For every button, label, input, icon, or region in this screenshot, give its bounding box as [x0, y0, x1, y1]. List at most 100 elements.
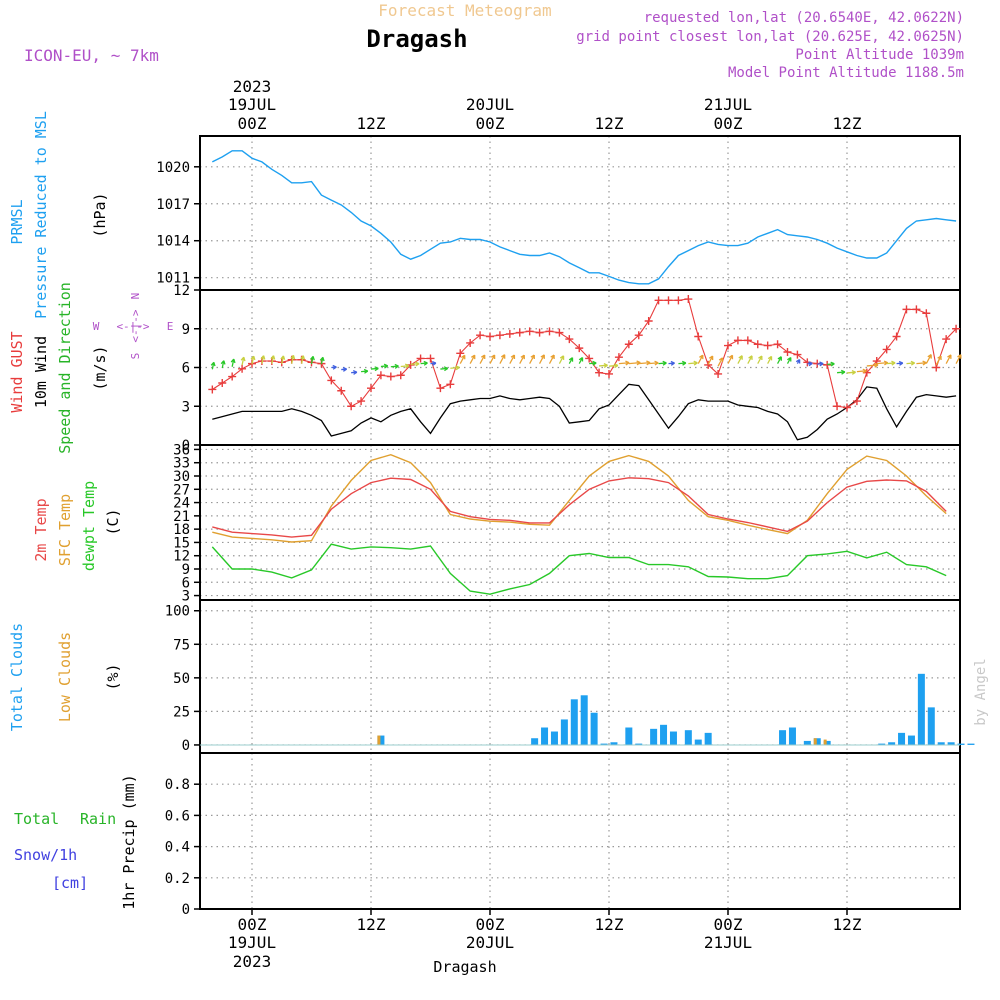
total-clouds-label: Total Clouds: [8, 623, 26, 731]
gust-marker: [763, 341, 772, 350]
top-day-label: 21JUL: [704, 95, 752, 114]
wind-arrow-head: [394, 363, 399, 369]
wind-arrow-head: [210, 361, 216, 367]
wind-arrow-shaft: [767, 356, 773, 364]
wind-arrow-head: [693, 360, 698, 366]
gust-label: Wind GUST: [8, 331, 26, 412]
wind-arrow-head: [443, 366, 449, 372]
pressure-line: [211, 150, 957, 285]
gust-marker: [902, 305, 911, 314]
gust-marker: [515, 328, 524, 337]
wind-arrow-head: [670, 360, 675, 366]
temperature-ytick-label: 33: [173, 456, 190, 472]
wind-arrow-shaft: [747, 355, 753, 364]
wind-arrow: [459, 354, 466, 364]
wind-arrow: [210, 361, 216, 370]
dewpt-line: [211, 543, 947, 595]
bottom-time-label: 00Z: [714, 915, 743, 934]
total-cloud-bar: [907, 735, 915, 745]
wind-arrow-shaft: [291, 355, 295, 364]
wind-arrow: [668, 360, 675, 366]
wind-arrow-shaft: [469, 354, 476, 364]
wind-arrow-head: [319, 356, 325, 362]
wind-arrow: [886, 360, 896, 366]
wind-arrow: [548, 354, 555, 364]
wind-arrow-shaft: [856, 370, 867, 373]
pressure-ytick-label: 1011: [156, 271, 190, 287]
wind-arrow-head: [455, 365, 460, 371]
wind10m-label: 10m Wind: [32, 336, 50, 408]
gust-marker: [416, 354, 425, 363]
wind-arrow-shaft: [499, 354, 506, 364]
wind-arrow-head: [352, 369, 358, 375]
wind-arrow-head: [840, 369, 846, 375]
wind-arrow: [906, 360, 915, 366]
wind-arrow: [767, 355, 773, 364]
bottom-time-label: 12Z: [357, 915, 386, 934]
top-time-label: 00Z: [714, 114, 743, 133]
gust-marker: [327, 376, 336, 385]
top-time-label: 12Z: [833, 114, 862, 133]
total-cloud-bar: [813, 738, 821, 745]
wind-arrow-shaft: [688, 362, 698, 365]
wind-arrow: [479, 354, 486, 364]
wind-arrow-shaft: [618, 362, 630, 365]
wind-ytick-label: 9: [182, 322, 190, 338]
precip-ytick-label: 0.6: [165, 808, 190, 824]
wind-ytick-label: 12: [173, 283, 190, 299]
total-cloud-bar: [888, 742, 896, 745]
wind-arrow: [727, 354, 734, 364]
wind-arrow-head: [728, 354, 734, 360]
clouds-ytick-label: 0: [182, 738, 190, 754]
wind-arrow: [618, 360, 630, 366]
wind-arrow: [747, 355, 753, 364]
wind-arrow-head: [342, 366, 348, 372]
gust-marker: [624, 340, 633, 349]
wind-arrow-head: [927, 354, 932, 359]
wind-arrow-head: [480, 354, 486, 360]
total-cloud-bar: [660, 724, 668, 745]
wind-arrow-head: [787, 357, 792, 362]
bottom-time-label: 12Z: [833, 915, 862, 934]
clouds-ytick-label: 75: [173, 637, 190, 653]
compass-s: S: [129, 353, 142, 360]
precip-frame: [199, 752, 961, 910]
wind-arrow-head: [708, 355, 714, 361]
wind-arrow-shaft: [410, 363, 420, 366]
gust-marker: [376, 371, 385, 380]
wind-arrow: [786, 357, 792, 364]
total-cloud-bar: [560, 719, 568, 745]
temperature-frame: [199, 444, 961, 601]
wind-arrow: [529, 354, 535, 364]
wind-arrow-head: [699, 354, 704, 360]
total-cloud-bar: [610, 742, 618, 745]
gust-marker: [476, 331, 485, 340]
wind-arrow: [420, 360, 428, 366]
top-time-label: 00Z: [476, 114, 505, 133]
wind-arrow-head: [851, 369, 856, 375]
wind-arrow-head: [540, 354, 545, 359]
compass-w: W: [93, 320, 100, 333]
sfc-temp-line: [212, 453, 947, 543]
wind-arrow-head: [415, 361, 420, 367]
precip-labels: Total Rain Snow/1h [cm] 1hr Precip (mm): [14, 774, 138, 909]
gust-line: [212, 298, 957, 409]
wind-arrow: [817, 361, 824, 367]
wind-arrow-shaft: [599, 364, 608, 367]
gust-marker: [436, 384, 445, 393]
wind-arrow-shaft: [450, 366, 460, 369]
wind-arrow-shaft: [906, 362, 915, 365]
wind-arrow-shaft: [925, 354, 932, 364]
gust-marker: [614, 353, 623, 362]
gust-marker: [922, 309, 931, 318]
wind-arrow-shaft: [519, 354, 525, 364]
wind-arrow: [916, 360, 927, 366]
temperature-ytick-label: 21: [173, 509, 190, 525]
pressure-unit: (hPa): [91, 192, 109, 237]
wind-arrow-head: [240, 356, 246, 362]
wind-arrow-head: [550, 354, 555, 360]
wind-arrow: [539, 354, 545, 364]
gust-marker: [595, 368, 604, 377]
